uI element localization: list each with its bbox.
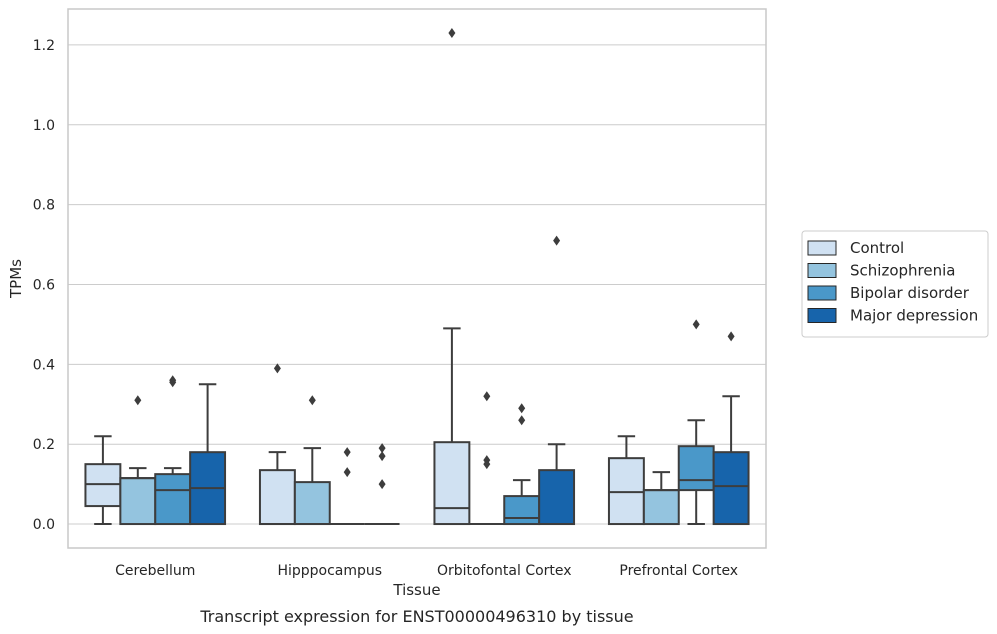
outlier-point [518,403,526,414]
box-body [119,477,157,526]
box-bipolar-disorder [677,319,715,526]
y-tick-label: 0.8 [33,198,55,214]
outlier-point [378,451,386,462]
box-body [642,489,680,526]
box-major-depression [712,331,750,526]
box-body [538,469,576,526]
x-axis-ticks: Cerebellum Hipppocampus Orbitofontal Corte… [115,563,738,579]
box-schizophrenia [469,391,505,526]
outlier-point [518,415,526,426]
x-tick-label: Orbitofontal Cortex [437,563,572,579]
outlier-point [483,459,491,470]
outlier-point [378,479,386,490]
outlier-point [134,395,142,406]
box-control [607,435,645,526]
outlier-point [553,235,561,246]
y-tick-label: 1.2 [33,38,55,54]
outlier-point [378,443,386,454]
box-body [677,445,715,492]
outlier-point [169,377,177,388]
legend-label: Schizophrenia [850,262,955,280]
box-control [84,435,122,526]
legend: Control Schizophrenia Bipolar disorder Majo… [801,230,989,338]
figure-caption: Transcript expression for ENST0000049631… [199,607,633,626]
box-body [433,441,471,526]
legend-swatch [807,240,837,256]
outlier-point [308,395,316,406]
box-control [258,363,296,526]
legend-label: Major depression [850,307,978,325]
box-schizophrenia [642,471,680,526]
box-body [154,473,192,526]
legend-swatch [807,285,837,301]
outlier-point [727,331,735,342]
outlier-point [483,391,491,402]
box-schizophrenia [293,395,331,526]
x-axis-label: Tissue [392,581,440,599]
outlier-point [448,27,456,38]
outlier-point [273,363,281,374]
box-major-depression [364,443,400,526]
y-axis-label: TPMs [7,259,25,299]
legend-swatch [807,263,837,278]
box-body [712,451,750,526]
x-tick-label: Prefrontal Cortex [619,563,738,579]
box-bipolar-disorder [154,375,192,526]
legend-swatch [807,308,837,323]
gridlines [68,44,766,525]
outlier-point [692,319,700,330]
box-body [258,469,296,526]
legend-frame [801,230,989,338]
legend-label: Bipolar disorder [850,284,970,302]
x-tick-label: Hipppocampus [277,563,382,579]
legend-label: Control [850,239,904,257]
box-body [503,495,541,526]
box-plot-area [84,27,750,526]
x-tick-label: Cerebellum [115,563,195,579]
y-axis-ticks: 0.0 0.2 0.4 0.6 0.8 1.0 1.2 [33,38,55,533]
outlier-point [343,447,351,458]
y-tick-label: 0.4 [33,357,55,373]
outlier-point [343,467,351,478]
box-control [433,27,471,526]
box-major-depression [538,235,576,526]
box-bipolar-disorder [503,403,541,526]
y-tick-label: 0.6 [33,277,55,293]
y-tick-label: 1.0 [33,118,55,134]
y-tick-label: 0.2 [33,437,55,453]
box-major-depression [189,383,227,526]
plot-frame [67,8,767,549]
y-tick-label: 0.0 [33,517,55,533]
box-bipolar-disorder [329,447,365,526]
box-body [293,481,331,526]
box-schizophrenia [119,395,157,526]
